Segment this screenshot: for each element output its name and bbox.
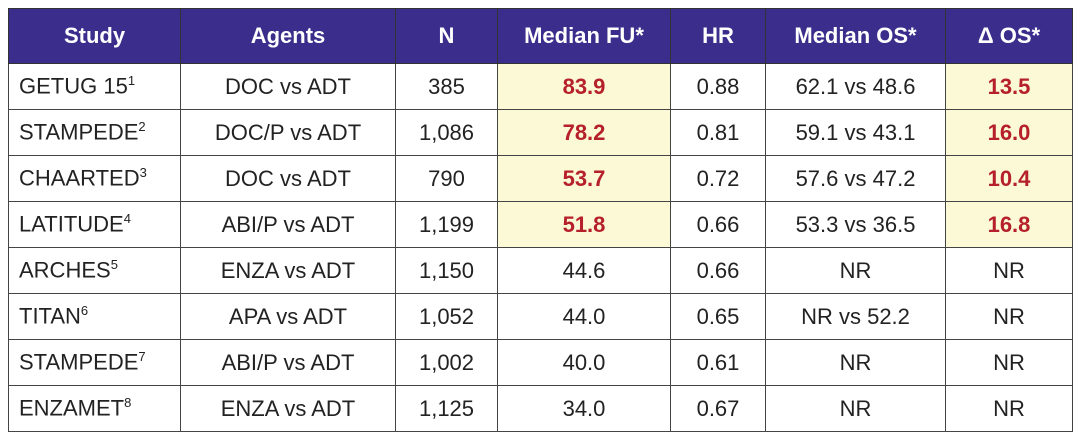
column-header: Study [8, 8, 181, 64]
study-name: ENZAMET [19, 395, 125, 421]
column-header: Agents [180, 8, 396, 64]
table-body: GETUG 151 DOC vs ADT 385 83.9 0.88 62.1 vs 48… [8, 63, 1073, 432]
agents-cell: ABI/P vs ADT [180, 201, 396, 248]
column-header: Median OS* [765, 8, 946, 64]
median-fu-cell: 40.0 [497, 339, 671, 386]
header-row: Study Agents N Median FU* HR Median OS* Δ OS* [8, 8, 1073, 64]
delta-os-cell: 16.0 [945, 109, 1073, 156]
study-name: GETUG 15 [19, 73, 128, 99]
hr-cell: 0.72 [670, 155, 766, 202]
study-name: ARCHES [19, 257, 111, 283]
table-row: LATITUDE4 ABI/P vs ADT 1,199 51.8 0.66 53.3 v… [8, 201, 1073, 248]
table-row: STAMPEDE7 ABI/P vs ADT 1,002 40.0 0.61 NR NR [8, 339, 1073, 386]
agents-cell: APA vs ADT [180, 293, 396, 340]
n-cell: 1,199 [395, 201, 498, 248]
hr-cell: 0.67 [670, 385, 766, 432]
column-header: HR [670, 8, 766, 64]
n-cell: 1,150 [395, 247, 498, 294]
median-os-cell: 53.3 vs 36.5 [765, 201, 946, 248]
median-fu-cell: 44.6 [497, 247, 671, 294]
study-table: Study Agents N Median FU* HR Median OS* Δ OS* … [8, 8, 1073, 432]
study-name: TITAN [19, 303, 81, 329]
agents-cell: ENZA vs ADT [180, 385, 396, 432]
study-name: LATITUDE [19, 211, 124, 237]
column-header: N [395, 8, 498, 64]
median-os-cell: 59.1 vs 43.1 [765, 109, 946, 156]
hr-cell: 0.66 [670, 247, 766, 294]
median-fu-cell: 44.0 [497, 293, 671, 340]
hr-cell: 0.66 [670, 201, 766, 248]
n-cell: 1,052 [395, 293, 498, 340]
table-row: GETUG 151 DOC vs ADT 385 83.9 0.88 62.1 vs 48… [8, 63, 1073, 110]
hr-cell: 0.81 [670, 109, 766, 156]
n-cell: 1,002 [395, 339, 498, 386]
delta-os-cell: NR [945, 247, 1073, 294]
reference: 7 [138, 349, 146, 365]
table-row: STAMPEDE2 DOC/P vs ADT 1,086 78.2 0.81 59.1 v… [8, 109, 1073, 156]
column-header: Median FU* [497, 8, 671, 64]
median-os-cell: NR [765, 339, 946, 386]
study-cell: ENZAMET8 [8, 385, 181, 432]
delta-os-cell: 10.4 [945, 155, 1073, 202]
hr-cell: 0.65 [670, 293, 766, 340]
reference: 6 [80, 303, 89, 319]
agents-cell: DOC/P vs ADT [180, 109, 396, 156]
median-fu-cell: 83.9 [497, 63, 671, 110]
table-row: CHAARTED3 DOC vs ADT 790 53.7 0.72 57.6 vs 47… [8, 155, 1073, 202]
study-name: CHAARTED [19, 165, 140, 191]
median-fu-cell: 34.0 [497, 385, 671, 432]
reference: 5 [110, 257, 118, 273]
study-cell: TITAN6 [8, 293, 181, 340]
reference: 8 [124, 395, 132, 411]
median-fu-cell: 51.8 [497, 201, 671, 248]
reference: 4 [123, 211, 131, 227]
agents-cell: ABI/P vs ADT [180, 339, 396, 386]
table-row: ENZAMET8 ENZA vs ADT 1,125 34.0 0.67 NR NR [8, 385, 1073, 432]
study-cell: STAMPEDE7 [8, 339, 181, 386]
study-cell: ARCHES5 [8, 247, 181, 294]
median-os-cell: 57.6 vs 47.2 [765, 155, 946, 202]
median-fu-cell: 78.2 [497, 109, 671, 156]
study-cell: GETUG 151 [8, 63, 181, 110]
study-name: STAMPEDE [19, 349, 139, 375]
median-os-cell: NR vs 52.2 [765, 293, 946, 340]
median-os-cell: 62.1 vs 48.6 [765, 63, 946, 110]
table-row: TITAN6 APA vs ADT 1,052 44.0 0.65 NR vs 52.2 N… [8, 293, 1073, 340]
agents-cell: DOC vs ADT [180, 155, 396, 202]
agents-cell: DOC vs ADT [180, 63, 396, 110]
hr-cell: 0.61 [670, 339, 766, 386]
median-fu-cell: 53.7 [497, 155, 671, 202]
n-cell: 1,086 [395, 109, 498, 156]
delta-os-cell: 13.5 [945, 63, 1073, 110]
median-os-cell: NR [765, 247, 946, 294]
study-name: STAMPEDE [19, 119, 139, 145]
reference: 3 [139, 165, 147, 181]
median-os-cell: NR [765, 385, 946, 432]
hr-cell: 0.88 [670, 63, 766, 110]
study-cell: LATITUDE4 [8, 201, 181, 248]
n-cell: 385 [395, 63, 498, 110]
reference: 2 [138, 119, 146, 135]
delta-os-cell: NR [945, 293, 1073, 340]
table-row: ARCHES5 ENZA vs ADT 1,150 44.6 0.66 NR NR [8, 247, 1073, 294]
delta-os-cell: 16.8 [945, 201, 1073, 248]
study-cell: CHAARTED3 [8, 155, 181, 202]
reference: 1 [127, 73, 136, 89]
delta-os-cell: NR [945, 339, 1073, 386]
study-cell: STAMPEDE2 [8, 109, 181, 156]
n-cell: 790 [395, 155, 498, 202]
delta-os-cell: NR [945, 385, 1073, 432]
n-cell: 1,125 [395, 385, 498, 432]
agents-cell: ENZA vs ADT [180, 247, 396, 294]
column-header: Δ OS* [945, 8, 1073, 64]
